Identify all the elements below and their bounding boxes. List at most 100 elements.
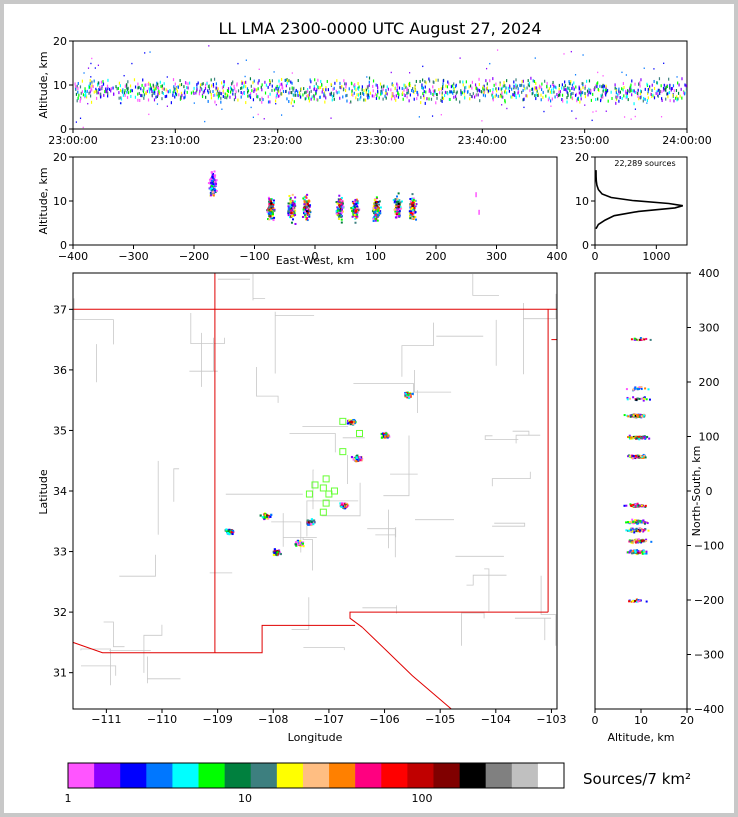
map-source xyxy=(387,434,390,437)
altitude-time-source xyxy=(234,95,237,99)
altitude-time-source xyxy=(443,94,446,98)
altitude-eastwest-source xyxy=(410,208,413,211)
altitude-time-source xyxy=(582,86,584,90)
altitude-time-source xyxy=(679,94,681,98)
altitude-time-source xyxy=(363,92,365,96)
altitude-time-source xyxy=(615,101,617,105)
altitude-time-source xyxy=(413,97,415,101)
northsouth-altitude-source xyxy=(645,600,648,603)
altitude-time-source xyxy=(91,57,93,60)
altitude-time-source xyxy=(406,91,408,95)
altitude-time-source xyxy=(208,86,211,90)
altitude-time-source xyxy=(671,87,673,91)
altitude-time-source xyxy=(323,91,326,95)
colorbar-cell xyxy=(146,763,173,788)
altitude-time-source xyxy=(76,84,78,88)
altitude-time-ylabel: Altitude, km xyxy=(37,51,50,118)
altitude-eastwest-source xyxy=(353,207,356,210)
northsouth-altitude-source xyxy=(641,455,644,458)
altitude-time-source xyxy=(185,81,187,85)
altitude-time-source xyxy=(666,85,668,89)
altitude-eastwest-source xyxy=(292,208,295,211)
northsouth-altitude-source xyxy=(626,396,629,399)
altitude-eastwest-source xyxy=(308,205,311,208)
northsouth-altitude-source xyxy=(637,339,640,342)
altitude-time-source xyxy=(440,114,442,116)
altitude-time-source xyxy=(398,86,401,90)
altitude-eastwest-source xyxy=(294,209,297,212)
altitude-eastwest-source xyxy=(396,204,399,207)
altitude-time-source xyxy=(150,87,153,91)
altitude-time-source xyxy=(364,98,367,102)
altitude-eastwest-source xyxy=(273,209,276,212)
altitude-time-source xyxy=(229,86,232,90)
northsouth-altitude-frame xyxy=(594,272,688,710)
altitude-eastwest-source xyxy=(412,202,415,205)
altitude-time-source xyxy=(110,89,112,93)
altitude-eastwest-source xyxy=(353,211,356,214)
altitude-time-source xyxy=(298,91,301,95)
altitude-time-source xyxy=(412,87,414,91)
map-source xyxy=(357,458,360,461)
altitude-time-source xyxy=(553,84,555,88)
altitude-time-source xyxy=(129,84,132,88)
altitude-time-source xyxy=(173,85,175,89)
altitude-time-source xyxy=(292,93,294,97)
altitude-time-source xyxy=(439,91,441,95)
map-source xyxy=(228,533,231,536)
altitude-time-source xyxy=(306,94,308,98)
altitude-time-source xyxy=(77,96,79,100)
altitude-time-source xyxy=(187,86,189,90)
altitude-time-source xyxy=(362,91,365,95)
altitude-time-source xyxy=(326,79,328,83)
map-source xyxy=(347,419,350,423)
altitude-time-source xyxy=(404,94,406,98)
altitude-time-source xyxy=(367,93,369,97)
northsouth-y-tick-label: 300 xyxy=(699,322,720,335)
northsouth-altitude-source xyxy=(644,437,647,440)
altitude-eastwest-source xyxy=(377,207,380,210)
altitude-histogram-y-tick-label: 0 xyxy=(582,239,589,252)
county-border xyxy=(491,471,531,487)
northsouth-altitude-source xyxy=(629,521,632,524)
altitude-time-source xyxy=(588,79,591,83)
altitude-time-source xyxy=(623,94,625,98)
altitude-time-source xyxy=(637,88,639,92)
altitude-time-source xyxy=(267,100,270,104)
altitude-time-source xyxy=(513,84,515,88)
altitude-time-source xyxy=(630,89,632,93)
map-ylabel: Latitude xyxy=(37,469,50,515)
altitude-time-source xyxy=(276,84,278,88)
altitude-time-source xyxy=(163,82,165,86)
county-border xyxy=(321,482,361,517)
altitude-time-source xyxy=(675,89,678,93)
altitude-time-source xyxy=(350,81,353,85)
altitude-time-source xyxy=(248,94,250,98)
map-source xyxy=(269,515,272,518)
altitude-eastwest-source xyxy=(304,195,307,198)
county-border xyxy=(484,568,490,612)
northsouth-altitude-source xyxy=(626,398,629,401)
altitude-time-source xyxy=(351,89,353,93)
altitude-time-source xyxy=(390,71,392,74)
altitude-time-source xyxy=(596,85,598,89)
altitude-time-source xyxy=(414,85,416,89)
altitude-eastwest-source xyxy=(287,202,290,205)
altitude-time-source xyxy=(618,89,620,93)
altitude-eastwest-source xyxy=(375,217,378,220)
altitude-time-source xyxy=(100,95,102,99)
altitude-eastwest-source xyxy=(306,208,309,211)
altitude-time-source xyxy=(659,91,661,95)
northsouth-altitude-source xyxy=(638,438,641,441)
altitude-time-source xyxy=(625,74,627,76)
altitude-time-source xyxy=(118,91,120,95)
altitude-time-source xyxy=(130,94,132,98)
altitude-time-source xyxy=(133,78,136,82)
altitude-time-source xyxy=(205,95,207,99)
altitude-time-source xyxy=(297,94,299,98)
map-source xyxy=(339,502,342,505)
altitude-time-source xyxy=(85,95,88,99)
altitude-eastwest-source xyxy=(378,200,381,203)
northsouth-x-tick-label: 0 xyxy=(592,714,599,727)
